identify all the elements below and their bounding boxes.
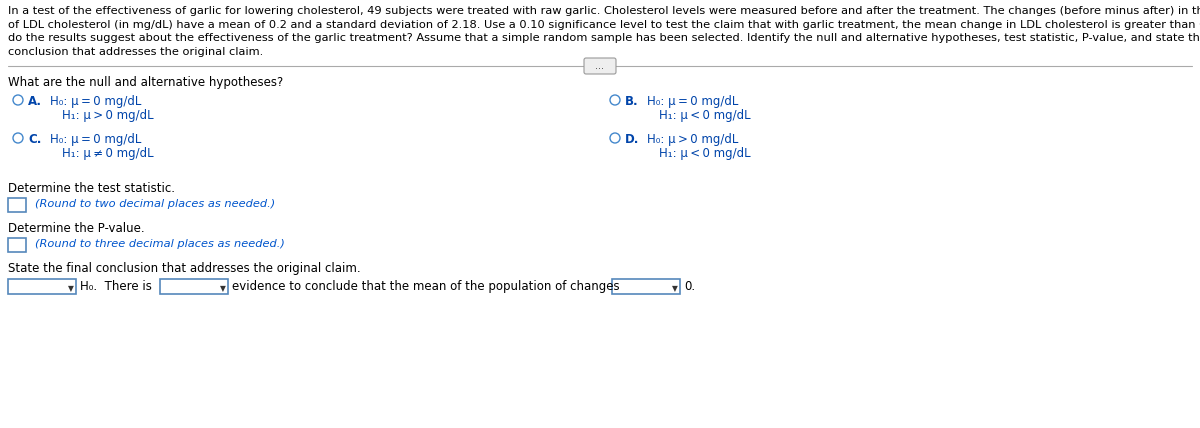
Text: ▼: ▼ [220,284,226,293]
FancyBboxPatch shape [8,238,26,252]
Text: (Round to three decimal places as needed.): (Round to three decimal places as needed… [35,239,284,249]
Text: ▼: ▼ [672,284,678,293]
Text: H₁: μ < 0 mg/dL: H₁: μ < 0 mg/dL [659,109,751,122]
Text: H₀: μ > 0 mg/dL: H₀: μ > 0 mg/dL [647,133,738,146]
Text: Determine the P-value.: Determine the P-value. [8,222,145,235]
Text: In a test of the effectiveness of garlic for lowering cholesterol, 49 subjects w: In a test of the effectiveness of garlic… [8,6,1200,16]
FancyBboxPatch shape [612,279,680,294]
Text: D.: D. [625,133,640,146]
Text: of LDL cholesterol (in mg/dL) have a mean of 0.2 and a standard deviation of 2.1: of LDL cholesterol (in mg/dL) have a mea… [8,20,1200,30]
Text: Determine the test statistic.: Determine the test statistic. [8,182,175,195]
Text: H₁: μ > 0 mg/dL: H₁: μ > 0 mg/dL [62,109,154,122]
Circle shape [610,133,620,143]
Text: State the final conclusion that addresses the original claim.: State the final conclusion that addresse… [8,262,361,275]
FancyBboxPatch shape [160,279,228,294]
Circle shape [13,133,23,143]
Text: H₁: μ < 0 mg/dL: H₁: μ < 0 mg/dL [659,147,751,160]
FancyBboxPatch shape [8,198,26,212]
Text: 0.: 0. [684,280,695,293]
Text: do the results suggest about the effectiveness of the garlic treatment? Assume t: do the results suggest about the effecti… [8,33,1200,43]
Text: conclusion that addresses the original claim.: conclusion that addresses the original c… [8,47,263,56]
Text: ▼: ▼ [68,284,74,293]
Text: H₀.  There is: H₀. There is [80,280,152,293]
Text: C.: C. [28,133,41,146]
Text: A.: A. [28,95,42,108]
Circle shape [13,95,23,105]
Text: H₁: μ ≠ 0 mg/dL: H₁: μ ≠ 0 mg/dL [62,147,154,160]
Text: B.: B. [625,95,638,108]
Text: H₀: μ = 0 mg/dL: H₀: μ = 0 mg/dL [50,95,142,108]
Text: ...: ... [595,61,605,71]
FancyBboxPatch shape [584,58,616,74]
Text: H₀: μ = 0 mg/dL: H₀: μ = 0 mg/dL [647,95,738,108]
Text: evidence to conclude that the mean of the population of changes: evidence to conclude that the mean of th… [232,280,619,293]
Text: What are the null and alternative hypotheses?: What are the null and alternative hypoth… [8,76,283,89]
Text: (Round to two decimal places as needed.): (Round to two decimal places as needed.) [35,199,275,209]
FancyBboxPatch shape [8,279,76,294]
Circle shape [610,95,620,105]
Text: H₀: μ = 0 mg/dL: H₀: μ = 0 mg/dL [50,133,142,146]
